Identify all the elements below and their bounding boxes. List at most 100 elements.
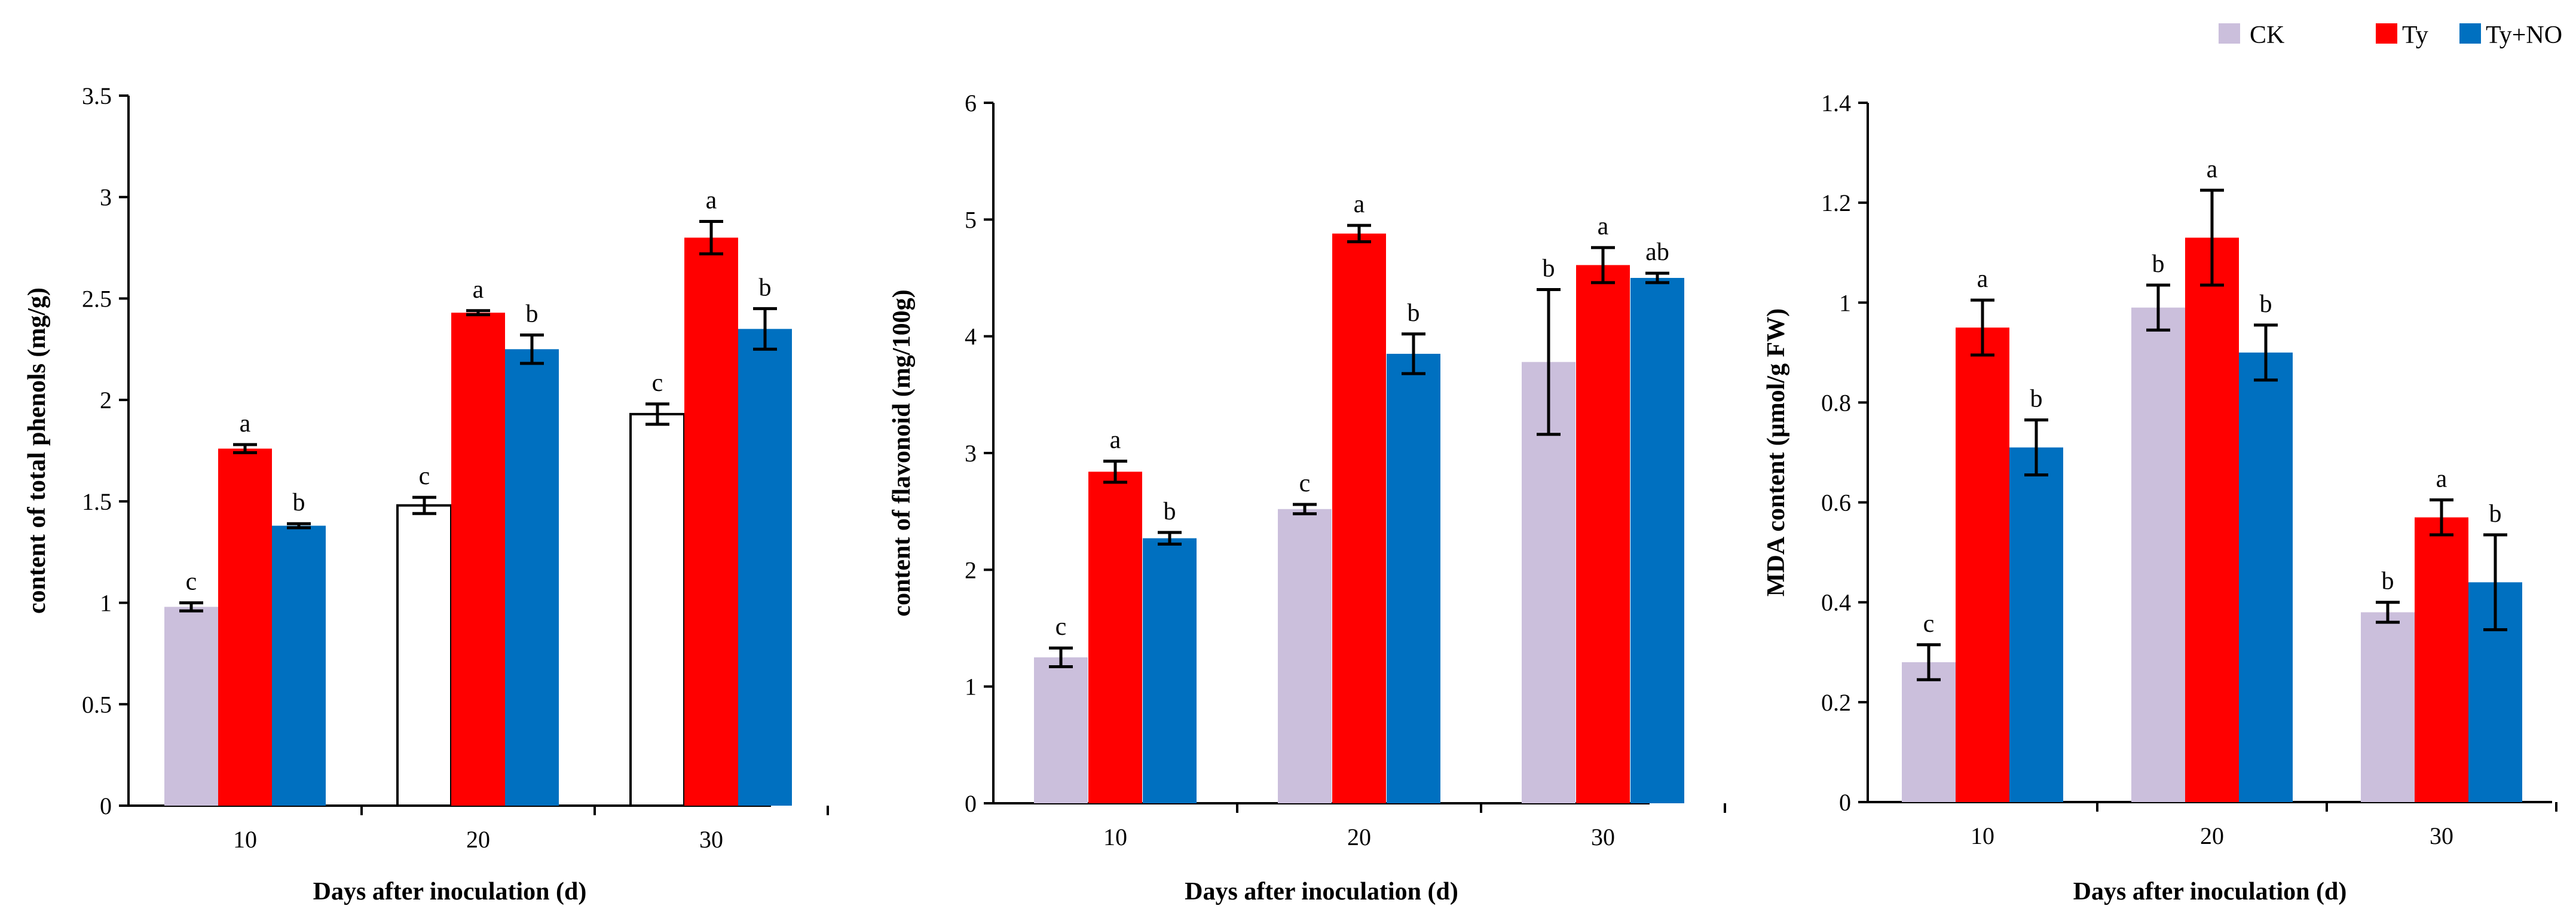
significance-label: ab — [1645, 238, 1669, 266]
error-bar-ty-day-10 — [233, 443, 257, 454]
x-tick-label: 30 — [1591, 824, 1615, 850]
bar-ck-day-10 — [1902, 662, 1956, 802]
y-tick-label: 0.4 — [1821, 589, 1851, 616]
error-bar-ty-no-day-10 — [287, 522, 311, 530]
chart-total-phenols: 0 0.5 1 1.5 2 2.5 3 3.5 10 20 30 c a b c a b c a b Days afte… — [23, 82, 829, 905]
error-bar-ty-no-day-20 — [1402, 332, 1425, 375]
significance-label: b — [1543, 255, 1555, 283]
significance-label: a — [240, 410, 251, 437]
significance-label: b — [526, 301, 539, 328]
x-tick-label: 30 — [699, 826, 723, 853]
x-tick-label: 20 — [466, 826, 490, 853]
x-tick-label: 10 — [1103, 824, 1127, 850]
legend: CK Ty Ty+NO — [2219, 22, 2562, 49]
error-bar-ty-day-20 — [466, 309, 490, 317]
y-tick-label: 0.2 — [1821, 689, 1851, 716]
bar-ck-day-20 — [1278, 509, 1332, 803]
x-tick-label: 10 — [1971, 822, 1994, 849]
y-tick-label: 0 — [1839, 789, 1851, 816]
significance-label: a — [2207, 155, 2218, 183]
significance-label: c — [1056, 613, 1067, 641]
y-axis-title: content of total phenols (mg/g) — [23, 287, 51, 614]
bar-ty-no-day-30 — [738, 329, 792, 806]
error-bar-ck-day-20 — [2146, 283, 2170, 332]
significance-label: c — [186, 568, 197, 596]
error-bar-ty-no-day-10 — [2024, 418, 2048, 477]
bar-ck-day-10 — [1034, 657, 1088, 803]
significance-label: a — [2436, 465, 2447, 492]
significance-label: a — [473, 276, 484, 304]
legend-label-ty-no: Ty+NO — [2486, 22, 2562, 49]
x-axis-title: Days after inoculation (d) — [313, 878, 587, 905]
error-bar-ck-day-30 — [2376, 601, 2400, 624]
y-tick-label: 1.4 — [1821, 90, 1851, 117]
significance-label: b — [1408, 299, 1420, 327]
x-tick-label: 20 — [2200, 822, 2224, 849]
error-bar-ty-no-day-30 — [753, 307, 777, 351]
significance-label: b — [2382, 568, 2394, 595]
significance-label: b — [2489, 500, 2502, 528]
bar-ty-day-10 — [218, 448, 272, 806]
significance-label: a — [1977, 265, 1988, 293]
bar-ty-no-day-20 — [2239, 352, 2293, 802]
x-axis-title: Days after inoculation (d) — [2073, 878, 2347, 905]
significance-label: b — [2152, 250, 2165, 278]
x-tick-label: 10 — [233, 826, 257, 853]
error-bar-ty-day-20 — [2200, 188, 2224, 287]
bar-ty-day-30 — [2415, 517, 2468, 802]
error-bar-ck-day-30 — [645, 402, 669, 426]
significance-label: b — [1164, 498, 1176, 525]
bar-ck-day-30 — [2361, 612, 2415, 802]
error-bar-ck-day-20 — [412, 495, 436, 515]
significance-label: a — [1110, 427, 1121, 454]
bar-ty-no-day-10 — [1143, 538, 1197, 803]
y-tick-label: 3 — [965, 440, 977, 467]
legend-swatch-ty-no — [2459, 23, 2481, 44]
significance-label: b — [759, 274, 772, 301]
legend-label-ty: Ty — [2402, 22, 2428, 49]
significance-label: a — [1354, 191, 1365, 218]
y-tick-label: 0.6 — [1821, 489, 1851, 516]
error-bar-ty-no-day-30 — [2483, 533, 2507, 632]
y-axis-title: MDA content (μmol/g FW) — [1763, 308, 1790, 596]
error-bar-ck-day-20 — [1293, 503, 1317, 516]
error-bar-ty-day-30 — [2430, 498, 2453, 537]
significance-label: c — [652, 369, 663, 397]
error-bar-ty-no-day-20 — [520, 334, 544, 365]
bar-ty-no-day-20 — [505, 349, 559, 806]
legend-swatch-ck — [2219, 23, 2240, 44]
bar-ck-day-20 — [2131, 307, 2185, 802]
x-axis-title: Days after inoculation (d) — [1185, 878, 1458, 905]
bar-ck-day-10 — [164, 607, 218, 806]
significance-label: c — [419, 463, 430, 490]
significance-label: b — [2030, 385, 2043, 413]
bar-ty-no-day-30 — [1630, 278, 1684, 803]
error-bar-ck-day-10 — [1049, 646, 1073, 668]
legend-label-ck: CK — [2250, 22, 2284, 49]
bar-ty-day-30 — [684, 237, 738, 806]
bar-ty-day-20 — [1332, 233, 1386, 804]
bar-ty-no-day-10 — [2009, 447, 2063, 802]
error-bar-ty-no-day-20 — [2254, 323, 2278, 382]
error-bar-ty-day-10 — [1971, 298, 1994, 357]
significance-label: c — [1299, 470, 1311, 497]
y-tick-label: 6 — [965, 90, 977, 117]
significance-label: a — [706, 186, 717, 214]
significance-label: b — [2260, 290, 2272, 318]
bar-ty-day-10 — [1088, 472, 1142, 803]
y-tick-label: 0 — [100, 793, 112, 819]
y-tick-label: 1.5 — [82, 488, 112, 515]
x-tick-label: 20 — [1347, 824, 1371, 850]
bar-ty-no-day-10 — [272, 525, 326, 806]
y-tick-label: 2 — [965, 556, 977, 583]
x-tick-label: 30 — [2430, 822, 2453, 849]
error-bar-ck-day-10 — [179, 601, 203, 613]
y-tick-label: 2.5 — [82, 285, 112, 312]
y-tick-label: 5 — [965, 206, 977, 233]
y-tick-label: 4 — [965, 323, 977, 350]
bar-ck-day-30 — [629, 412, 686, 807]
chart-mda: 0 0.2 0.4 0.6 0.8 1 1.2 1.4 10 20 30 c a b b a b b a b Days … — [1763, 90, 2557, 905]
y-tick-label: 0 — [965, 790, 977, 817]
y-tick-label: 2 — [100, 387, 112, 414]
y-tick-label: 1.2 — [1821, 189, 1851, 216]
